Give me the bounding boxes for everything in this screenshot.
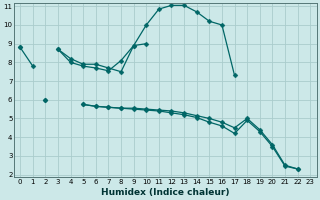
- X-axis label: Humidex (Indice chaleur): Humidex (Indice chaleur): [101, 188, 229, 197]
